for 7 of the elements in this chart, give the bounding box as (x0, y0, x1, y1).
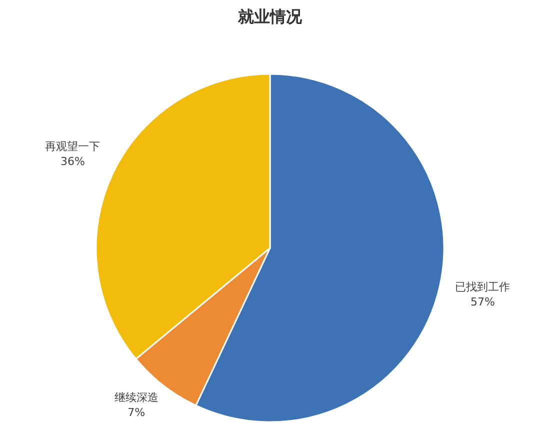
slice-label: 已找到工作 (455, 280, 510, 294)
slice-label: 继续深造 (114, 391, 158, 404)
slice-label: 再观望一下 (45, 140, 100, 154)
data-label: 57% (470, 296, 495, 309)
chart-title: 就业情况 (237, 7, 303, 26)
data-label: 7% (128, 406, 146, 419)
data-label: 36% (60, 155, 85, 168)
